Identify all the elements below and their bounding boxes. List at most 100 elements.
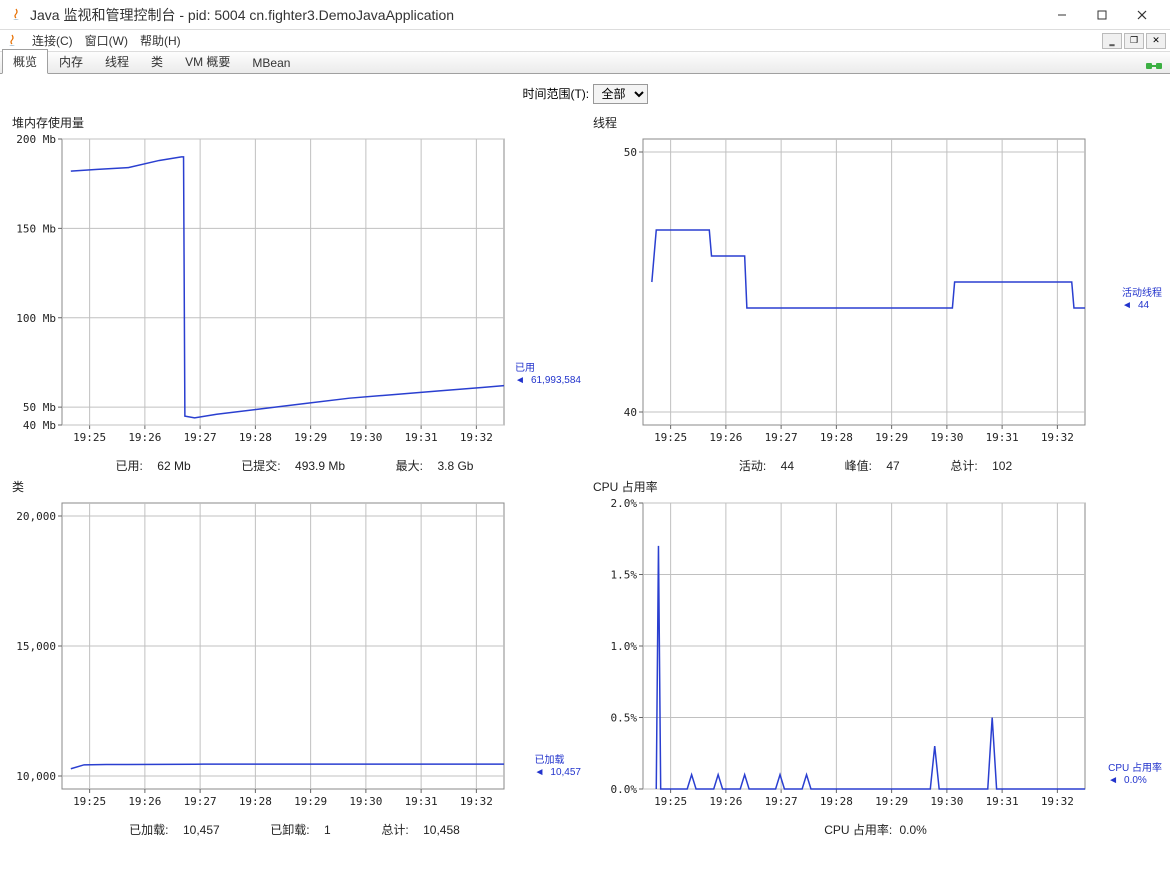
threads-chart[interactable]: 19:25 19:26 19:27 19:28 19:29 19:30 19:31 19:32… [587, 133, 1155, 453]
svg-text:100 Mb: 100 Mb [16, 312, 56, 325]
window-title: Java 监视和管理控制台 - pid: 5004 cn.fighter3.De… [30, 5, 1042, 25]
svg-text:0.0%: 0.0% [611, 783, 638, 796]
timerange-label: 时间范围(T): [522, 87, 589, 101]
heap-chart[interactable]: 19:25 19:26 19:27 19:28 19:29 19:30 19:31 19:32… [6, 133, 574, 453]
mdi-close-button[interactable]: ✕ [1146, 33, 1166, 49]
heap-legend-label: 已用 [515, 363, 581, 375]
menu-help[interactable]: 帮助(H) [134, 32, 187, 49]
svg-text:1.5%: 1.5% [611, 569, 638, 582]
svg-text:19:27: 19:27 [765, 795, 798, 808]
svg-text:19:29: 19:29 [294, 795, 327, 808]
panel-heap: 堆内存使用量 19:2519:2619:2719:2819:2919:3019:… [6, 114, 583, 474]
svg-text:19:29: 19:29 [875, 431, 908, 444]
tab-vm-summary[interactable]: VM 概要 [174, 49, 241, 73]
cpu-legend-value: 0.0% [1124, 775, 1147, 786]
svg-text:19:32: 19:32 [1041, 795, 1074, 808]
maximize-button[interactable] [1082, 1, 1122, 29]
svg-text:19:31: 19:31 [986, 431, 1019, 444]
panel-threads: 线程 19:2519:2619:2719:2819:2919:3019:3119… [587, 114, 1164, 474]
svg-text:40 Mb: 40 Mb [23, 419, 56, 432]
svg-text:50 Mb: 50 Mb [23, 401, 56, 414]
svg-text:19:30: 19:30 [349, 431, 382, 444]
connection-status-icon [1144, 59, 1164, 73]
svg-text:19:25: 19:25 [654, 795, 687, 808]
svg-text:19:27: 19:27 [184, 795, 217, 808]
svg-text:19:25: 19:25 [73, 431, 106, 444]
svg-text:19:29: 19:29 [294, 431, 327, 444]
mdi-controls: ‗ ❐ ✕ [1100, 33, 1166, 49]
svg-text:19:28: 19:28 [239, 795, 272, 808]
svg-text:19:27: 19:27 [184, 431, 217, 444]
svg-text:19:32: 19:32 [460, 795, 493, 808]
svg-text:1.0%: 1.0% [611, 640, 638, 653]
menu-connect[interactable]: 连接(C) [26, 32, 79, 49]
svg-text:19:26: 19:26 [128, 431, 161, 444]
java-icon [8, 7, 24, 23]
panel-cpu-title: CPU 占用率 [587, 478, 1164, 497]
cpu-legend: CPU 占用率 ◄ 0.0% [1108, 763, 1162, 787]
heap-legend: 已用 ◄ 61,993,584 [515, 363, 581, 387]
svg-text:19:27: 19:27 [765, 431, 798, 444]
timerange-row: 时间范围(T): 全部 [6, 78, 1164, 114]
minimize-button[interactable] [1042, 1, 1082, 29]
cpu-footer: CPU 占用率: 0.0% [587, 817, 1164, 838]
svg-text:19:25: 19:25 [73, 795, 106, 808]
tab-overview[interactable]: 概览 [2, 49, 48, 74]
svg-text:10,000: 10,000 [16, 770, 56, 783]
classes-footer: 已加载: 10,457 已卸载: 1 总计: 10,458 [6, 817, 583, 838]
threads-legend-label: 活动线程 [1122, 288, 1162, 300]
panel-classes-title: 类 [6, 478, 583, 497]
svg-text:200 Mb: 200 Mb [16, 133, 56, 146]
classes-legend-value: 10,457 [550, 767, 581, 778]
close-button[interactable] [1122, 1, 1162, 29]
svg-text:19:30: 19:30 [930, 431, 963, 444]
svg-text:150 Mb: 150 Mb [16, 222, 56, 235]
tab-memory[interactable]: 内存 [48, 49, 94, 73]
svg-text:19:28: 19:28 [820, 795, 853, 808]
timerange-select[interactable]: 全部 [593, 84, 648, 104]
svg-text:20,000: 20,000 [16, 510, 56, 523]
threads-legend-value: 44 [1138, 300, 1149, 311]
threads-legend: 活动线程 ◄ 44 [1122, 288, 1162, 312]
classes-chart[interactable]: 19:25 19:26 19:27 19:28 19:29 19:30 19:31 19:32… [6, 497, 574, 817]
classes-legend: 已加载 ◄ 10,457 [534, 755, 581, 779]
tab-classes[interactable]: 类 [140, 49, 174, 73]
cpu-chart[interactable]: 19:25 19:26 19:27 19:28 19:29 19:30 19:31 19:32… [587, 497, 1155, 817]
svg-text:40: 40 [624, 406, 637, 419]
svg-text:19:31: 19:31 [405, 795, 438, 808]
titlebar: Java 监视和管理控制台 - pid: 5004 cn.fighter3.De… [0, 0, 1170, 30]
svg-text:15,000: 15,000 [16, 640, 56, 653]
svg-text:0.5%: 0.5% [611, 712, 638, 725]
svg-text:19:26: 19:26 [128, 795, 161, 808]
panel-threads-title: 线程 [587, 114, 1164, 133]
svg-text:2.0%: 2.0% [611, 497, 638, 510]
svg-text:19:28: 19:28 [239, 431, 272, 444]
mdi-minimize-button[interactable]: ‗ [1102, 33, 1122, 49]
mdi-restore-button[interactable]: ❐ [1124, 33, 1144, 49]
svg-text:19:31: 19:31 [986, 795, 1019, 808]
svg-text:19:32: 19:32 [460, 431, 493, 444]
svg-text:19:25: 19:25 [654, 431, 687, 444]
svg-text:19:26: 19:26 [709, 431, 742, 444]
tabbar: 概览 内存 线程 类 VM 概要 MBean [0, 52, 1170, 74]
cpu-legend-label: CPU 占用率 [1108, 763, 1162, 775]
svg-text:19:31: 19:31 [405, 431, 438, 444]
menu-window[interactable]: 窗口(W) [79, 32, 134, 49]
threads-footer: 活动: 44 峰值: 47 总计: 102 [587, 453, 1164, 474]
panel-cpu: CPU 占用率 19:2519:2619:2719:2819:2919:3019… [587, 478, 1164, 838]
panel-classes: 类 19:2519:2619:2719:2819:2919:3019:3119:… [6, 478, 583, 838]
panel-heap-title: 堆内存使用量 [6, 114, 583, 133]
classes-legend-label: 已加载 [534, 755, 581, 767]
svg-text:19:26: 19:26 [709, 795, 742, 808]
tab-mbean[interactable]: MBean [241, 52, 301, 73]
svg-text:19:30: 19:30 [349, 795, 382, 808]
svg-text:19:32: 19:32 [1041, 431, 1074, 444]
svg-text:50: 50 [624, 146, 637, 159]
svg-text:19:29: 19:29 [875, 795, 908, 808]
svg-text:19:28: 19:28 [820, 431, 853, 444]
java-icon [4, 33, 20, 49]
svg-text:19:30: 19:30 [930, 795, 963, 808]
heap-footer: 已用: 62 Mb 已提交: 493.9 Mb 最大: 3.8 Gb [6, 453, 583, 474]
content: 时间范围(T): 全部 堆内存使用量 19:2519:2619:2719:281… [0, 74, 1170, 844]
tab-threads[interactable]: 线程 [94, 49, 140, 73]
